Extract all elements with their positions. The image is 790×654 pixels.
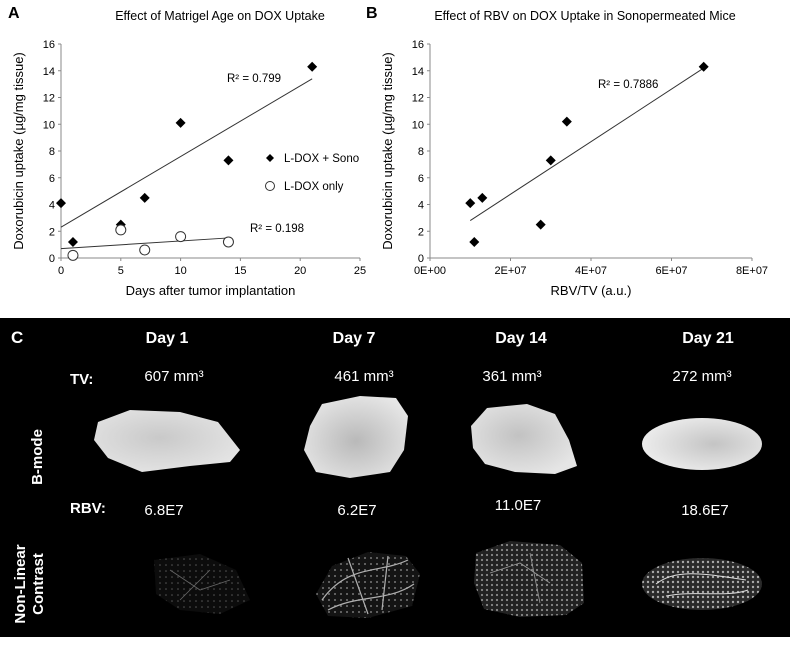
panel-a-xtick-label: 0 — [58, 265, 64, 277]
panel-b-data-point-diamond — [535, 219, 546, 230]
bmode-image-day21 — [642, 418, 762, 470]
bmode-image-day7 — [304, 396, 408, 478]
panel-b-data-point-diamond — [465, 198, 476, 209]
rbv-value-day1: 6.8E7 — [144, 502, 184, 519]
panel-a-data-point-diamond — [175, 117, 186, 128]
panel-b-trendline-1 — [469, 67, 704, 221]
contrast-image-day21 — [642, 558, 762, 610]
panel-b-ytick-label: 4 — [418, 200, 424, 212]
bmode-image-day14 — [471, 404, 577, 474]
panel-b-xtick-label: 0E+00 — [414, 265, 446, 277]
contrast-image-day1 — [154, 554, 250, 614]
panel-c-letter: C — [11, 328, 24, 347]
panel-a-ytick-label: 4 — [49, 200, 55, 212]
panel-a-ytick-label: 6 — [49, 173, 55, 185]
panel-a-legend-diamond-icon — [266, 154, 274, 162]
figure-charts: A Effect of Matrigel Age on DOX Uptake 0 2 4… — [8, 5, 768, 298]
panel-a-data-point-circle — [67, 249, 79, 261]
panel-b-title: Effect of RBV on DOX Uptake in Sonoperme… — [434, 9, 735, 23]
panel-a-ytick-label: 0 — [49, 253, 55, 265]
panel-a-trendline-1 — [60, 78, 313, 228]
panel-a-letter: A — [8, 5, 20, 22]
panel-a-xtick-label: 5 — [118, 265, 124, 277]
panel-a-legend-label-sono: L-DOX + Sono — [284, 153, 359, 165]
panel-b-data-point-diamond — [561, 116, 572, 127]
panel-a-trendline-2 — [60, 237, 229, 250]
panel-a-y-axis-label: Doxorubicin uptake (µg/mg tissue) — [11, 52, 26, 250]
panel-b-data-point-diamond — [545, 155, 556, 166]
contrast-image-day7 — [316, 552, 420, 618]
panel-a-ytick-label: 8 — [49, 146, 55, 158]
panel-a-data-point-circle — [139, 244, 151, 256]
panel-a-r2-label-only: R² = 0.198 — [250, 223, 304, 235]
panel-b-r2-label: R² = 0.7886 — [598, 79, 658, 91]
contrast-image-day14 — [474, 541, 584, 617]
panel-a-data-point-circle — [175, 231, 187, 243]
panel-a-r2-label-sono: R² = 0.799 — [227, 73, 281, 85]
panel-a-data-point-diamond — [307, 61, 318, 72]
panel-a-data-point-diamond — [56, 198, 66, 209]
panel-b-xtick-label: 4E+07 — [575, 265, 607, 277]
day-label-14: Day 14 — [495, 330, 547, 347]
panel-a-ytick-label: 2 — [49, 226, 55, 238]
b-mode-row-label: B-mode — [29, 429, 46, 485]
tv-value-day1: 607 mm³ — [144, 368, 204, 385]
panel-a-data-point-diamond — [67, 236, 78, 247]
rbv-value-day21: 18.6E7 — [681, 502, 729, 519]
panel-a-ytick-label: 10 — [43, 119, 55, 131]
panel-a-data-point-circle — [222, 236, 234, 248]
rbv-row-label: RBV: — [70, 500, 106, 517]
panel-a-x-axis-label: Days after tumor implantation — [126, 283, 296, 298]
nonlinear-contrast-row-label: Non-Linear Contrast — [12, 544, 47, 624]
panel-b-letter: B — [366, 5, 378, 22]
tv-value-day7: 461 mm³ — [334, 368, 394, 385]
panel-a-data-point-diamond — [139, 192, 150, 203]
panel-a-ytick-label: 16 — [43, 39, 55, 51]
panel-a-legend-label-only: L-DOX only — [284, 181, 344, 193]
panel-b-ytick-label: 12 — [412, 93, 424, 105]
panel-b-data-point-diamond — [469, 236, 480, 247]
panel-b-data-point-diamond — [698, 61, 709, 72]
panel-a-title: Effect of Matrigel Age on DOX Uptake — [115, 9, 325, 23]
panel-b-data-point-diamond — [477, 192, 488, 203]
day-label-7: Day 7 — [332, 330, 376, 347]
panel-b-ytick-label: 8 — [418, 146, 424, 158]
panel-c-imaging: C Day 1 Day 7 Day 14 Day 21 TV: 607 mm³ … — [0, 318, 790, 637]
panel-a-xtick-label: 20 — [294, 265, 306, 277]
bmode-image-day1 — [94, 410, 240, 472]
panel-b-ytick-label: 0 — [418, 253, 424, 265]
panel-a-ytick-label: 12 — [43, 93, 55, 105]
panel-b-x-axis-label: RBV/TV (a.u.) — [551, 283, 632, 298]
rbv-value-day14: 11.0E7 — [494, 497, 542, 514]
panel-b-ytick-label: 14 — [412, 66, 424, 78]
tv-value-day14: 361 mm³ — [482, 368, 542, 385]
day-label-1: Day 1 — [145, 330, 189, 347]
panel-b-ytick-label: 6 — [418, 173, 424, 185]
panel-a-xtick-label: 10 — [174, 265, 186, 277]
panel-b-ytick-label: 2 — [418, 226, 424, 238]
rbv-value-day7: 6.2E7 — [337, 502, 377, 519]
panel-a-xtick-label: 25 — [354, 265, 366, 277]
day-label-21: Day 21 — [682, 330, 734, 347]
panel-a-data-point-diamond — [223, 155, 234, 166]
panel-a-xtick-label: 15 — [234, 265, 246, 277]
tv-value-day21: 272 mm³ — [672, 368, 732, 385]
panel-b-xtick-label: 8E+07 — [736, 265, 768, 277]
panel-b-xtick-label: 6E+07 — [655, 265, 687, 277]
panel-b-ytick-label: 16 — [412, 39, 424, 51]
panel-a-legend-circle-icon — [265, 181, 275, 191]
panel-a-ytick-label: 14 — [43, 66, 55, 78]
panel-a-data-point-circle — [115, 224, 127, 236]
panel-b-ytick-label: 10 — [412, 119, 424, 131]
panel-b-xtick-label: 2E+07 — [494, 265, 526, 277]
panel-b-y-axis-label: Doxorubicin uptake (µg/mg tissue) — [380, 52, 395, 250]
tv-row-label: TV: — [70, 371, 94, 388]
